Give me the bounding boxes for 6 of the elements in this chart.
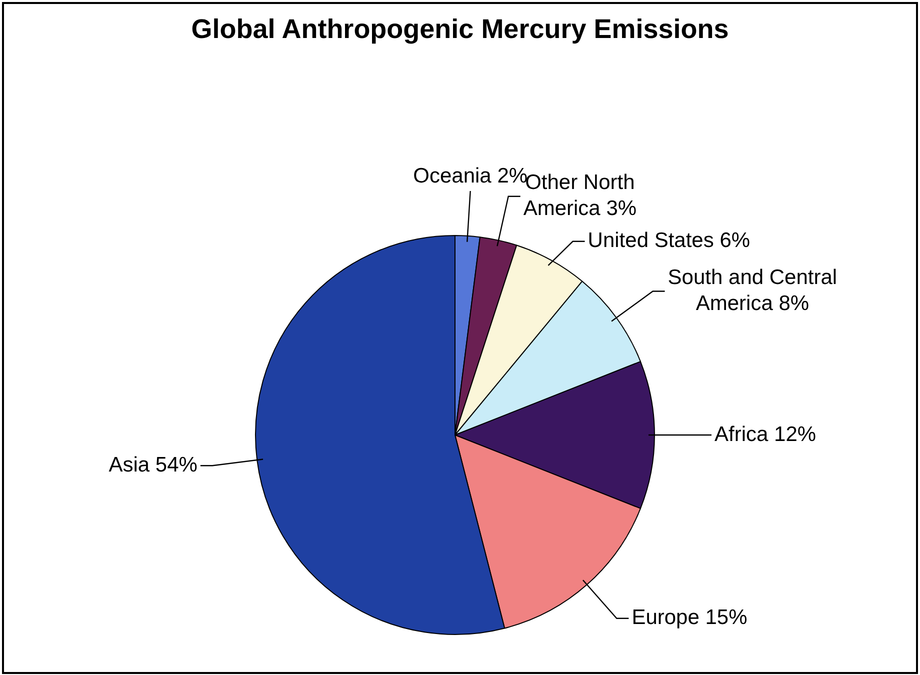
slice-label: Africa 12%	[714, 422, 816, 446]
chart-title: Global Anthropogenic Mercury Emissions	[190, 14, 730, 45]
slice-label: South and Central America 8%	[668, 266, 838, 316]
slice-label: Europe 15%	[632, 606, 748, 630]
slice-label: Asia 54%	[108, 453, 198, 476]
slice-label: United States 6%	[588, 229, 750, 252]
